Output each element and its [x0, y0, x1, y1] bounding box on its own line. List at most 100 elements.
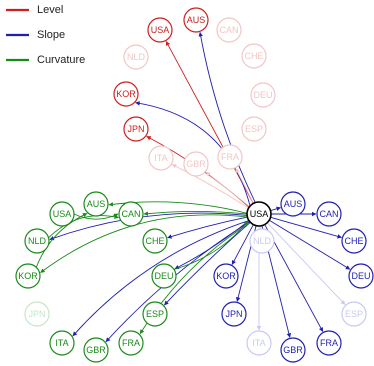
node-curvature-can: CAN [118, 201, 144, 227]
node-level-usa-circle [147, 17, 173, 43]
node-level-kor-label: KOR [116, 89, 136, 99]
edge-hub-to-l_fra [235, 168, 254, 204]
node-curvature-aus-circle [83, 191, 109, 217]
legend-item-level: Level [6, 4, 63, 16]
node-curvature-fra: FRA [118, 330, 144, 356]
node-slope-nld-circle [249, 228, 275, 254]
node-slope-jpn: JPN [221, 301, 247, 327]
node-level-can-label: CAN [219, 25, 238, 35]
node-level-nld-label: NLD [127, 52, 146, 62]
node-level-ita-label: ITA [154, 153, 167, 163]
node-curvature-usa-label: USA [53, 209, 72, 219]
node-slope-fra-circle [316, 330, 342, 356]
node-curvature-fra-circle [118, 330, 144, 356]
node-level-che: CHE [241, 43, 267, 69]
node-curvature-fra-label: FRA [122, 338, 140, 348]
node-level-kor: KOR [113, 81, 139, 107]
node-level-gbr: GBR [183, 151, 209, 177]
node-slope-can: CAN [316, 201, 342, 227]
node-slope-deu: DEU [348, 263, 374, 289]
node-curvature-che-label: CHE [145, 236, 164, 246]
node-level-jpn-label: JPN [127, 124, 144, 134]
legend-label-curvature: Curvature [37, 54, 85, 66]
node-level-aus-label: AUS [187, 15, 206, 25]
node-slope-nld: NLD [249, 228, 275, 254]
node-slope-ita-label: ITA [252, 338, 265, 348]
edge-hub-to-c_che [167, 216, 248, 239]
node-slope-fra: FRA [316, 330, 342, 356]
node-level-fra-label: FRA [221, 152, 239, 162]
node-curvature-che: CHE [142, 228, 168, 254]
node-curvature-kor-label: KOR [18, 271, 38, 281]
edge-hub-to-l_aus [198, 31, 256, 203]
node-hub-usa-label: USA [250, 209, 269, 219]
node-curvature-nld-label: NLD [28, 236, 47, 246]
node-level-ita: ITA [148, 145, 174, 171]
node-curvature-esp-label: ESP [146, 309, 164, 319]
node-level-ita-circle [148, 145, 174, 171]
node-curvature-gbr: GBR [83, 337, 109, 363]
edge-hub-to-l_gbr [205, 171, 250, 207]
edge-hub-to-c_can [143, 211, 248, 216]
node-slope-kor-circle [213, 263, 239, 289]
node-slope-jpn-label: JPN [225, 309, 242, 319]
node-level-gbr-label: GBR [186, 159, 206, 169]
edge-hub-to-s_esp [266, 222, 346, 305]
edge-c_kor-to-c_aus [35, 213, 88, 268]
node-level-nld-circle [123, 44, 149, 70]
node-curvature-gbr-circle [83, 337, 109, 363]
node-curvature-esp-circle [142, 301, 168, 327]
node-curvature-deu: DEU [151, 263, 177, 289]
node-slope-gbr: GBR [280, 337, 306, 363]
node-slope-che: CHE [341, 228, 367, 254]
node-curvature-ita: ITA [49, 330, 75, 356]
node-level-jpn-circle [123, 116, 149, 142]
node-curvature-esp: ESP [142, 301, 168, 327]
node-slope-ita: ITA [246, 330, 272, 356]
node-level-deu: DEU [250, 82, 276, 108]
node-slope-che-circle [341, 228, 367, 254]
node-slope-jpn-circle [221, 301, 247, 327]
node-curvature-nld: NLD [24, 228, 50, 254]
edge-hub-to-l_ita [171, 164, 249, 209]
edge-hub-to-c_aus [108, 201, 248, 214]
legend: Level Slope Curvature [6, 4, 85, 66]
node-level-can-circle [216, 17, 242, 43]
edge-hub-to-c_deu [174, 220, 250, 270]
node-slope-che-label: CHE [344, 236, 363, 246]
node-curvature-jpn-circle [24, 301, 50, 327]
edge-hub-to-c_nld [49, 212, 248, 241]
node-level-esp-circle [241, 116, 267, 142]
node-slope-can-label: CAN [319, 209, 338, 219]
edge-c_nld-to-c_can [48, 214, 119, 239]
edge-hub-to-c_ita [72, 220, 250, 337]
node-level-aus-circle [183, 7, 209, 33]
edge-hub-to-l_kor [135, 101, 251, 207]
node-slope-aus-label: AUS [284, 199, 303, 209]
node-slope-deu-circle [348, 263, 374, 289]
nodes: USA AUS CAN NLD CHE DEU KOR ESP JPN ITA GBR FRA AUS C… [15, 7, 374, 363]
node-hub-usa-circle [246, 201, 272, 227]
node-slope-can-circle [316, 201, 342, 227]
node-slope-nld-label: NLD [253, 236, 272, 246]
node-level-che-label: CHE [244, 51, 263, 61]
node-curvature-can-circle [118, 201, 144, 227]
node-curvature-ita-label: ITA [55, 338, 68, 348]
node-slope-aus: AUS [280, 191, 306, 217]
node-level-fra: FRA [217, 144, 243, 170]
node-slope-fra-label: FRA [320, 338, 338, 348]
node-curvature-ita-circle [49, 330, 75, 356]
node-level-nld: NLD [123, 44, 149, 70]
node-level-can: CAN [216, 17, 242, 43]
node-slope-aus-circle [280, 191, 306, 217]
node-curvature-kor: KOR [15, 263, 41, 289]
node-level-esp-label: ESP [245, 124, 263, 134]
node-level-deu-label: DEU [253, 90, 272, 100]
node-level-che-circle [241, 43, 267, 69]
node-slope-gbr-circle [280, 337, 306, 363]
node-curvature-jpn: JPN [24, 301, 50, 327]
node-slope-kor-label: KOR [216, 271, 236, 281]
legend-item-curvature: Curvature [6, 54, 85, 66]
node-level-jpn: JPN [123, 116, 149, 142]
